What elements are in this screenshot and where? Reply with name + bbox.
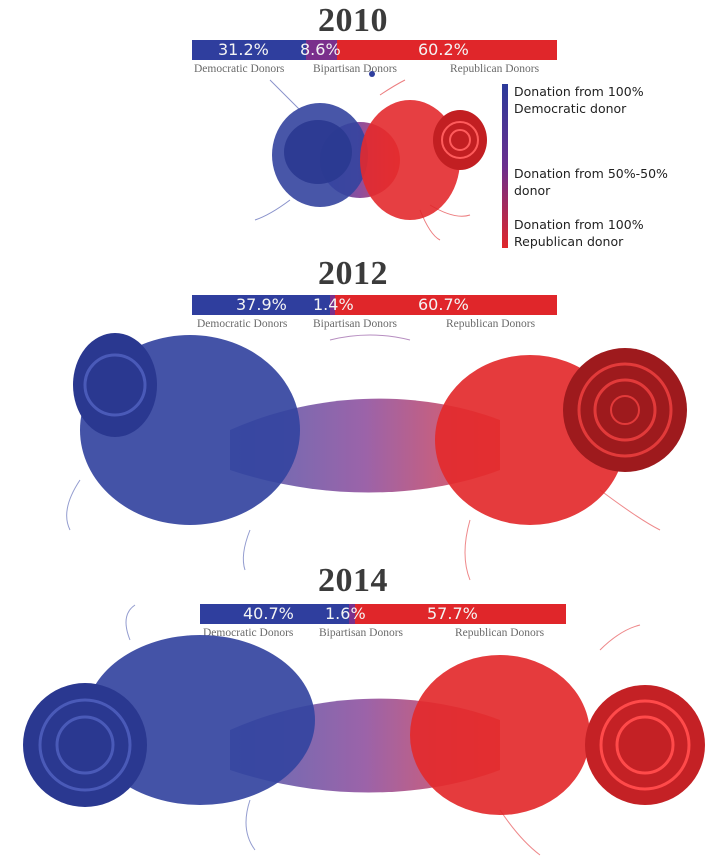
network-2014-edges (125, 604, 641, 856)
republican-pct-2014: 57.7% (427, 604, 478, 623)
republican-label-2014: Republican Donors (455, 627, 545, 639)
democratic-label-2010: Democratic Donors (194, 63, 285, 75)
republican-pct-2010: 60.2% (418, 40, 469, 59)
republican-segment (354, 604, 566, 624)
network-2012-edges (66, 334, 661, 581)
bipartisan-pct-2012: 1.4% (313, 295, 354, 314)
bipartisan-segment (305, 40, 338, 60)
legend-democratic-line1: Donation from 100% (514, 84, 644, 99)
year-title-2010: 2010 (318, 2, 388, 39)
share-bar-2012 (192, 295, 557, 315)
republican-pct-2012: 60.7% (418, 295, 469, 314)
bipartisan-pct-2010: 8.6% (300, 40, 341, 59)
legend-democratic: Donation from 100% Democratic donor (514, 83, 644, 117)
democratic-label-2012: Democratic Donors (197, 318, 288, 330)
share-bar-2010 (192, 40, 557, 60)
network-2010-edges (254, 79, 471, 241)
democratic-segment (200, 604, 349, 624)
bipartisan-pct-2014: 1.6% (325, 604, 366, 623)
legend-republican: Donation from 100% Republican donor (514, 216, 644, 250)
color-legend-gradient (502, 84, 508, 248)
network-2014 (23, 604, 705, 856)
bipartisan-label-2012: Bipartisan Donors (313, 318, 398, 330)
bipartisan-segment (330, 295, 336, 315)
democratic-segment (192, 295, 331, 315)
bipartisan-label-2010: Bipartisan Donors (313, 63, 398, 75)
year-title-2012: 2012 (318, 255, 388, 292)
democratic-pct-2010: 31.2% (218, 40, 269, 59)
network-2012 (66, 333, 687, 581)
republican-segment (335, 295, 557, 315)
year-title-2014: 2014 (318, 562, 388, 599)
legend-republican-line2: Republican donor (514, 234, 624, 249)
republican-label-2010: Republican Donors (450, 63, 540, 75)
legend-democratic-line2: Democratic donor (514, 101, 627, 116)
legend-republican-line1: Donation from 100% (514, 217, 644, 232)
share-bar-2014 (200, 604, 566, 624)
network-2010 (254, 71, 487, 241)
democratic-pct-2012: 37.9% (236, 295, 287, 314)
republican-label-2012: Republican Donors (446, 318, 536, 330)
bipartisan-segment (348, 604, 355, 624)
republican-segment (337, 40, 557, 60)
democratic-label-2014: Democratic Donors (203, 627, 294, 639)
democratic-pct-2014: 40.7% (243, 604, 294, 623)
legend-bipartisan: Donation from 50%-50% donor (514, 166, 668, 198)
democratic-segment (192, 40, 306, 60)
bipartisan-label-2014: Bipartisan Donors (319, 627, 404, 639)
